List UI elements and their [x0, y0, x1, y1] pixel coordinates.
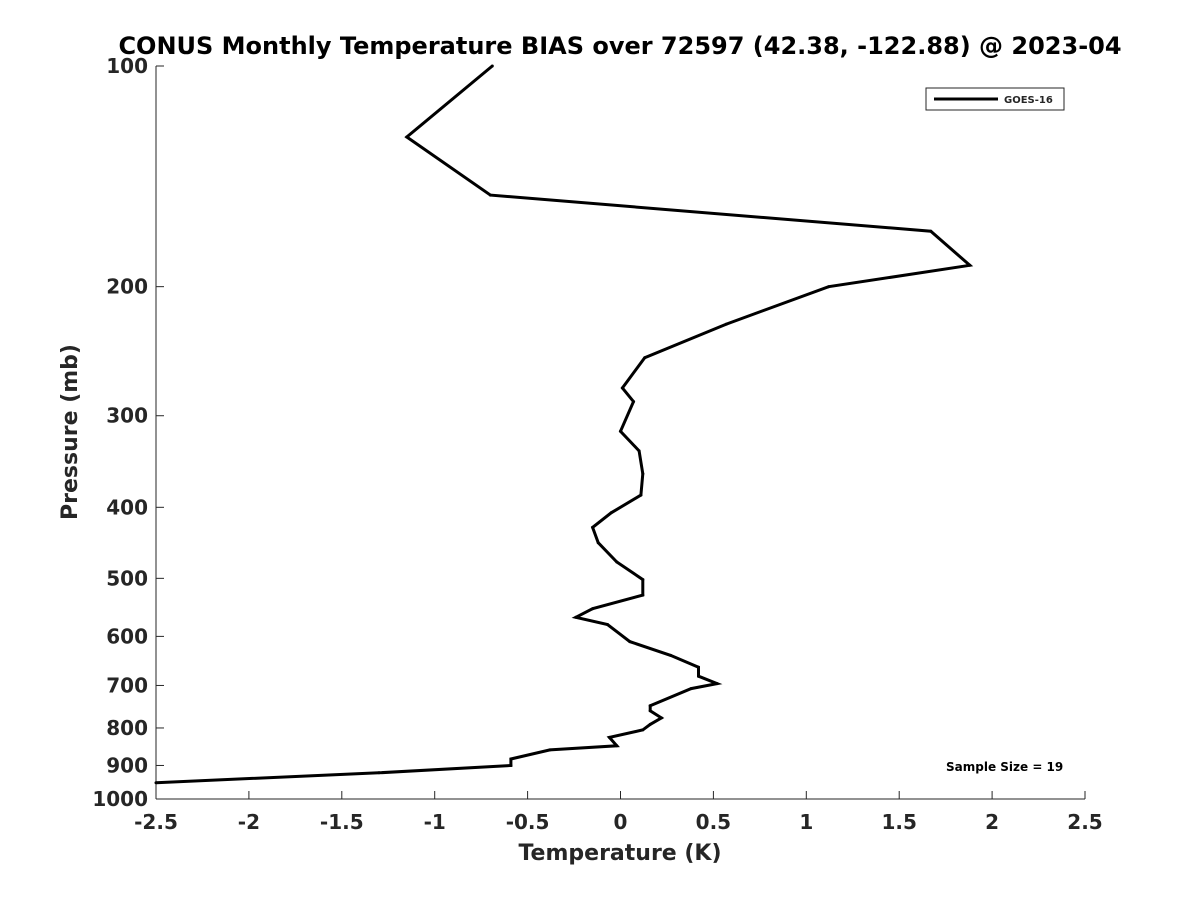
data-point	[659, 716, 663, 720]
x-tick-label: 0.5	[696, 810, 731, 834]
y-tick-label: 100	[106, 54, 148, 78]
y-tick-label: 300	[106, 404, 148, 428]
data-point	[968, 263, 972, 267]
data-point	[689, 687, 693, 691]
data-point	[641, 593, 645, 597]
data-point	[548, 748, 552, 752]
y-tick-label: 400	[106, 495, 148, 519]
x-tick-label: 1.5	[881, 810, 916, 834]
data-point	[591, 607, 595, 611]
x-tick-label: -2	[238, 810, 260, 834]
data-point	[648, 704, 652, 708]
x-tick-label: -2.5	[134, 810, 178, 834]
data-point	[628, 640, 632, 644]
x-tick-label: 2.5	[1067, 810, 1102, 834]
data-point	[724, 322, 728, 326]
data-point	[669, 653, 673, 657]
y-tick-label: 200	[106, 275, 148, 299]
x-tick-label: 1	[799, 810, 813, 834]
x-tick-label: -1.5	[320, 810, 364, 834]
x-tick-label: -0.5	[506, 810, 550, 834]
data-point	[509, 757, 513, 761]
data-point	[697, 674, 700, 678]
data-point	[509, 764, 513, 767]
data-point	[641, 728, 645, 732]
x-axis-label: Temperature (K)	[518, 841, 721, 866]
data-point	[377, 771, 381, 775]
data-point	[154, 781, 158, 785]
legend: GOES-16	[925, 87, 1065, 111]
data-point	[615, 560, 619, 564]
data-point	[620, 386, 624, 390]
data-point	[715, 682, 719, 686]
y-tick-label: 700	[106, 673, 148, 697]
data-point	[648, 709, 652, 713]
data-point	[632, 400, 635, 404]
x-ticks: -2.5 -2 -1.5 -1 -0.5 0 0.5 1 1.5 2 2.5	[134, 791, 1103, 834]
data-point	[606, 623, 609, 626]
data-point	[488, 193, 492, 197]
data-point	[639, 493, 643, 497]
y-tick-label: 600	[106, 624, 148, 648]
legend-label-goes-16: GOES-16	[1004, 95, 1053, 106]
y-tick-label: 1000	[92, 787, 148, 811]
data-point	[643, 356, 647, 360]
chart-title: CONUS Monthly Temperature BIAS over 7259…	[118, 32, 1121, 60]
plot-area: -2.5 -2 -1.5 -1 -0.5 0 0.5 1 1.5 2 2.5 100 200 300 40…	[92, 54, 1102, 834]
data-point	[619, 429, 622, 433]
y-tick-label: 900	[106, 753, 148, 777]
y-tick-label: 500	[106, 566, 148, 590]
data-point	[648, 722, 652, 726]
data-point	[405, 135, 409, 139]
data-point	[641, 472, 645, 476]
x-tick-label: 0	[614, 810, 628, 834]
data-point	[697, 665, 700, 669]
data-point	[596, 541, 600, 545]
data-point	[827, 285, 831, 289]
data-point	[929, 229, 933, 233]
series-group	[154, 64, 974, 785]
data-point	[490, 64, 494, 68]
sample-size-annotation: Sample Size = 19	[946, 760, 1063, 774]
y-ticks: 100 200 300 400 500 600 700 800 900 1000	[92, 54, 164, 811]
data-point	[574, 615, 578, 619]
x-tick-label: 2	[985, 810, 999, 834]
y-axis-label: Pressure (mb)	[58, 344, 83, 520]
data-point	[609, 511, 613, 515]
y-tick-label: 800	[106, 716, 148, 740]
data-point	[591, 525, 595, 529]
data-point	[637, 449, 641, 453]
data-point	[615, 744, 619, 748]
data-point	[607, 735, 611, 739]
data-point	[641, 578, 645, 582]
x-tick-label: -1	[424, 810, 446, 834]
